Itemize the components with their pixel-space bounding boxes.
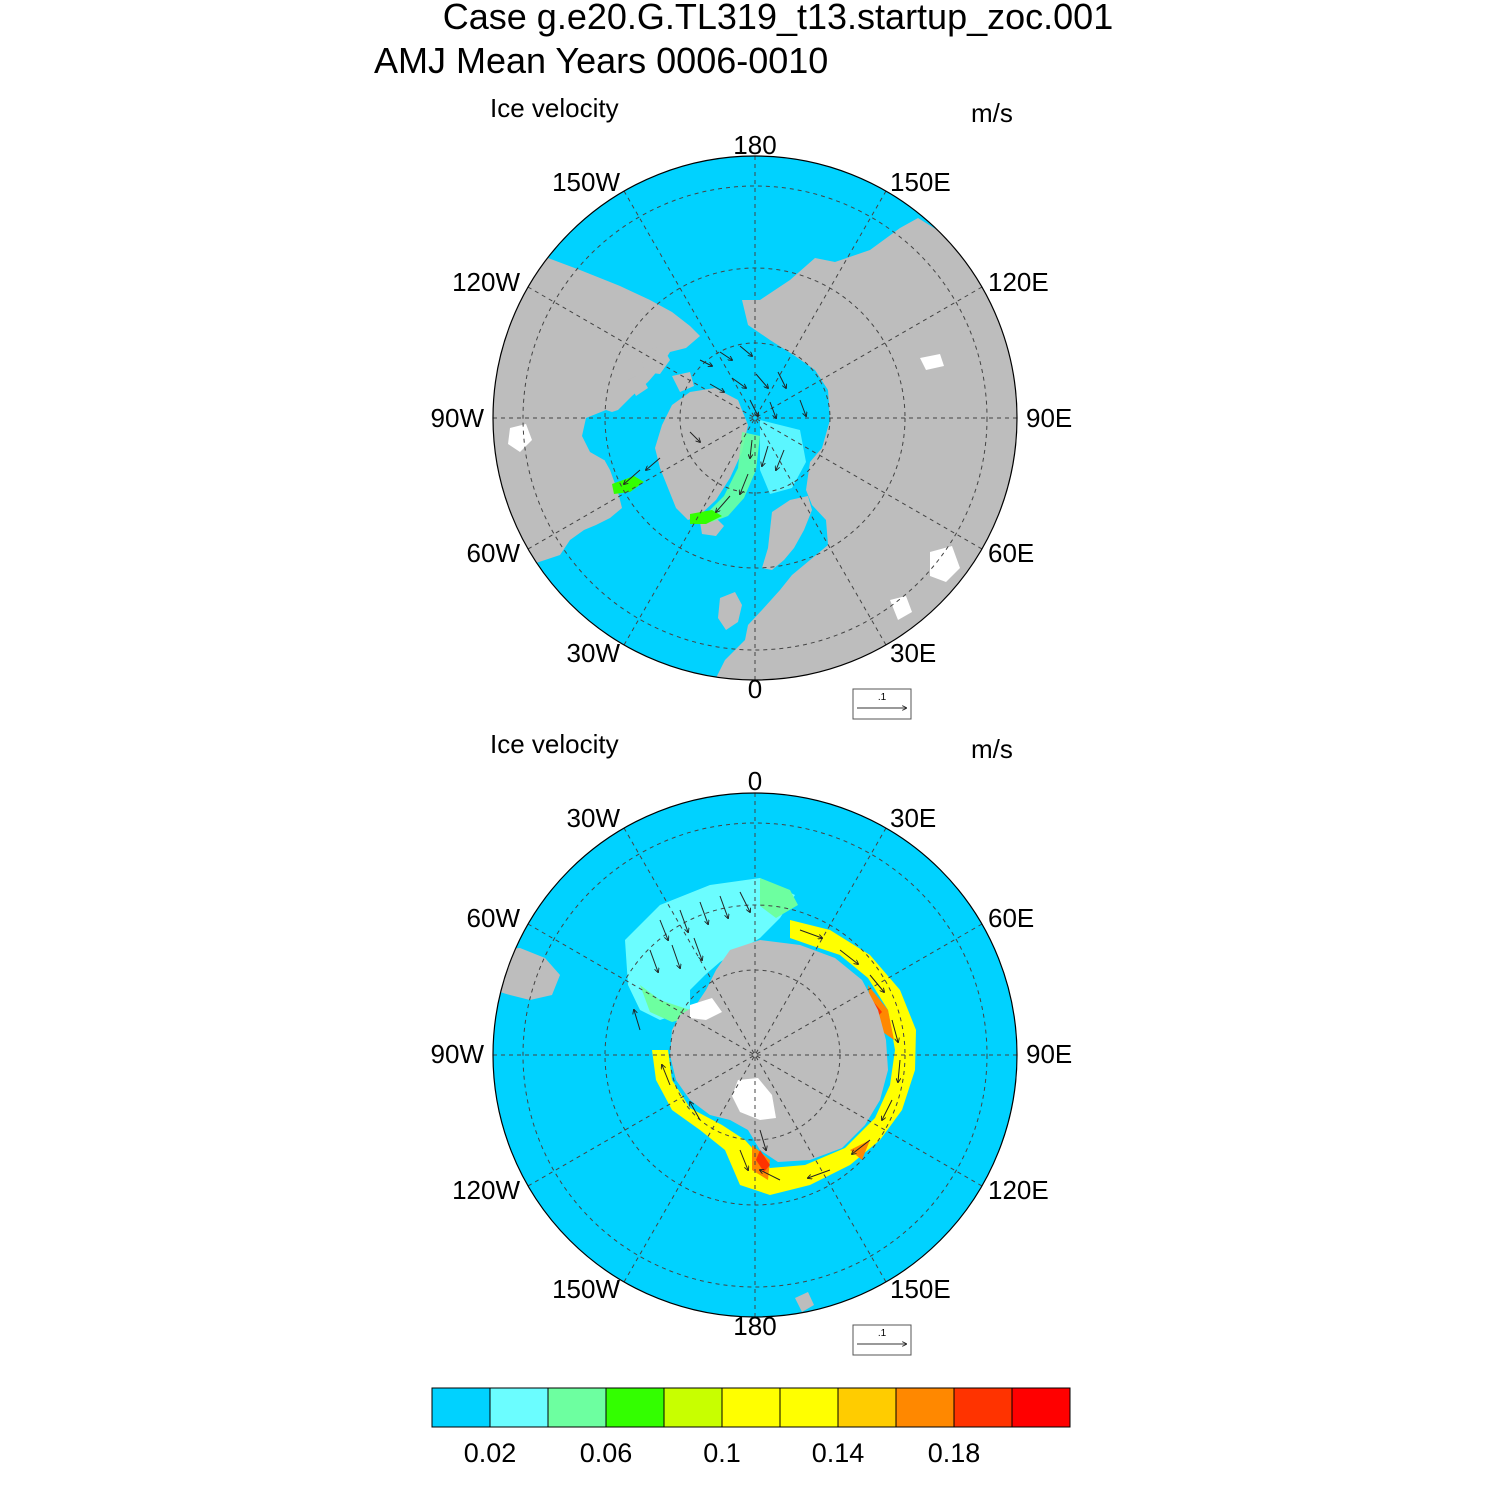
south-ice-shelf-ross [732, 1078, 776, 1120]
south-lon-upper-left: 60W [467, 903, 521, 933]
north-land-greenland [655, 388, 748, 520]
north-panel: Ice velocity m/s [431, 93, 1073, 720]
north-lon-top: 180 [733, 130, 776, 160]
colorbar-tick-label: 0.18 [928, 1438, 981, 1468]
north-land-britain [718, 592, 742, 630]
colorbar-tick-label: 0.02 [464, 1438, 517, 1468]
colorbar-swatch [837, 1387, 897, 1428]
south-lon-left: 90W [431, 1039, 485, 1069]
colorbar-tick-label: 0.06 [580, 1438, 633, 1468]
south-reference-vector-label: .1 [878, 1328, 887, 1339]
south-land-nz [795, 1292, 814, 1312]
south-lon-top-left: 30W [567, 803, 621, 833]
colorbar-swatch [779, 1387, 839, 1428]
colorbar-swatch [721, 1387, 781, 1428]
north-lon-upper-left: 120W [452, 267, 520, 297]
colorbar-swatch [953, 1387, 1013, 1428]
north-lon-right: 90E [1026, 403, 1072, 433]
north-graticule [493, 156, 1017, 680]
south-lon-bottom-right: 150E [890, 1274, 951, 1304]
north-reference-vector-label: .1 [878, 692, 887, 703]
south-right-label: m/s [971, 734, 1013, 764]
north-lon-bottom: 0 [748, 674, 762, 704]
colorbar-swatch [895, 1387, 955, 1428]
north-land-archipelago [628, 346, 694, 396]
north-map-border [492, 155, 1018, 681]
south-lon-bottom-left: 150W [552, 1274, 620, 1304]
south-left-label: Ice velocity [490, 729, 619, 759]
south-panel: Ice velocity m/s [431, 729, 1073, 1356]
south-graticule [493, 793, 1017, 1317]
colorbar-swatch [1011, 1387, 1071, 1428]
south-ice-ring-light [625, 878, 795, 1020]
north-lon-bottom-left: 30W [567, 638, 621, 668]
south-longitude-labels: 0 30E 60E 90E 120E 150E 180 150W 120W 90… [431, 766, 1073, 1341]
north-ice-vectors [624, 345, 806, 512]
north-lon-top-left: 150W [552, 167, 620, 197]
south-lon-right: 90E [1026, 1039, 1072, 1069]
colorbar-swatch [547, 1387, 607, 1428]
north-lon-lower-right: 60E [988, 538, 1034, 568]
colorbar-tick-label: 0.14 [812, 1438, 865, 1468]
colorbar-swatch [663, 1387, 723, 1428]
north-lon-top-right: 150E [890, 167, 951, 197]
south-map-border [492, 792, 1018, 1318]
south-lon-lower-left: 120W [452, 1175, 520, 1205]
colorbar-swatch [489, 1387, 549, 1428]
colorbar-tick-label: 0.1 [703, 1438, 741, 1468]
north-lon-lower-left: 60W [467, 538, 521, 568]
north-right-label: m/s [971, 98, 1013, 128]
south-ice-shelf-ronne [690, 998, 722, 1020]
colorbar-swatch [605, 1387, 665, 1428]
north-lon-upper-right: 120E [988, 267, 1049, 297]
figure-title-line2: AMJ Mean Years 0006-0010 [374, 40, 828, 81]
figure-title-line1: Case g.e20.G.TL319_t13.startup_zoc.001 [443, 0, 1113, 37]
south-ice-ring-yellow [652, 920, 916, 1195]
south-lon-lower-right: 120E [988, 1175, 1049, 1205]
colorbar-swatch [431, 1387, 491, 1428]
south-lon-upper-right: 60E [988, 903, 1034, 933]
south-reference-vector: .1 [852, 1324, 912, 1356]
north-left-label: Ice velocity [490, 93, 619, 123]
north-ice-shading-light [760, 420, 806, 494]
colorbar: 0.02 0.06 0.1 0.14 0.18 [431, 1387, 1071, 1468]
north-lon-left: 90W [431, 403, 485, 433]
south-ice-ring-green [640, 878, 798, 1022]
south-lon-top: 0 [748, 766, 762, 796]
south-land-antarctica [670, 940, 888, 1162]
north-lon-bottom-right: 30E [890, 638, 936, 668]
north-reference-vector: .1 [852, 688, 912, 720]
south-lon-top-right: 30E [890, 803, 936, 833]
south-lon-bottom: 180 [733, 1311, 776, 1341]
north-ice-shading-fram [706, 432, 760, 522]
south-ice-vectors [634, 891, 900, 1181]
north-hudson-bay [582, 410, 628, 460]
north-longitude-labels: 180 150E 120E 90E 60E 30E 0 30W 60W 90W … [431, 130, 1073, 704]
north-land-scandinavia [762, 496, 812, 570]
